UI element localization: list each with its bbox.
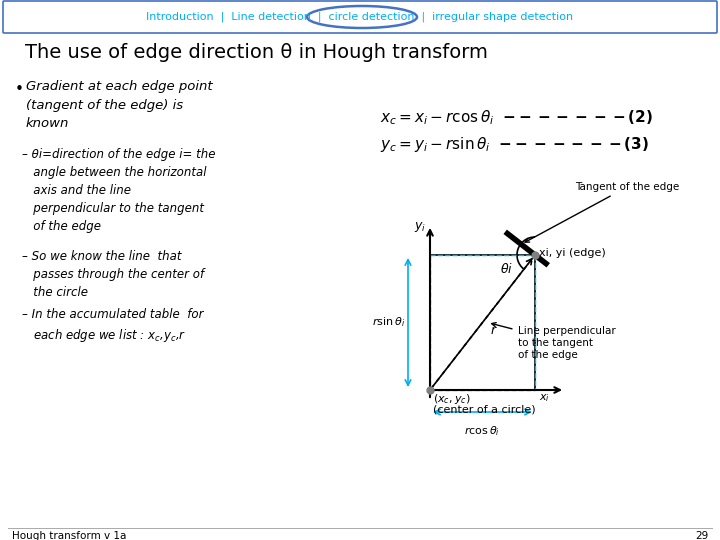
- Text: – So we know the line  that
   passes through the center of
   the circle: – So we know the line that passes throug…: [22, 250, 204, 299]
- Text: – θi=direction of the edge i= the
   angle between the horizontal
   axis and th: – θi=direction of the edge i= the angle …: [22, 148, 215, 233]
- Text: $\theta i$: $\theta i$: [500, 262, 513, 276]
- Text: 29: 29: [695, 531, 708, 540]
- Text: Line perpendicular
to the tangent
of the edge: Line perpendicular to the tangent of the…: [492, 322, 616, 360]
- Text: $r\cos\theta_i$: $r\cos\theta_i$: [464, 424, 500, 438]
- Text: The use of edge direction θ in Hough transform: The use of edge direction θ in Hough tra…: [25, 43, 488, 62]
- Text: – In the accumulated table  for
   each edge we list : $x_c$,$y_c$,r: – In the accumulated table for each edge…: [22, 308, 204, 344]
- Text: xi, yi (edge): xi, yi (edge): [539, 248, 606, 258]
- Text: •: •: [15, 82, 24, 97]
- Text: $r\sin\theta_i$: $r\sin\theta_i$: [372, 315, 405, 329]
- Text: $(x_c, y_c)$: $(x_c, y_c)$: [433, 392, 471, 406]
- Text: (center of a circle): (center of a circle): [433, 404, 536, 414]
- Text: Gradient at each edge point
(tangent of the edge) is
known: Gradient at each edge point (tangent of …: [26, 80, 212, 130]
- Text: $r$: $r$: [490, 324, 498, 337]
- Text: $y_i$: $y_i$: [414, 220, 426, 234]
- Text: Tangent of the edge: Tangent of the edge: [525, 182, 679, 242]
- Text: Hough transform v 1a: Hough transform v 1a: [12, 531, 127, 540]
- FancyBboxPatch shape: [3, 1, 717, 33]
- Text: $y_c = y_i - r\sin\theta_i\ \ \mathbf{-------(3)}$: $y_c = y_i - r\sin\theta_i\ \ \mathbf{--…: [380, 136, 649, 154]
- Text: Introduction  |  Line detection  |  circle detection  |  irregular shape detecti: Introduction | Line detection | circle d…: [146, 12, 574, 22]
- Text: $x_i$: $x_i$: [539, 392, 550, 404]
- Text: $x_c = x_i - r\cos\theta_i\ \ \mathbf{-------(2)}$: $x_c = x_i - r\cos\theta_i\ \ \mathbf{--…: [380, 109, 653, 127]
